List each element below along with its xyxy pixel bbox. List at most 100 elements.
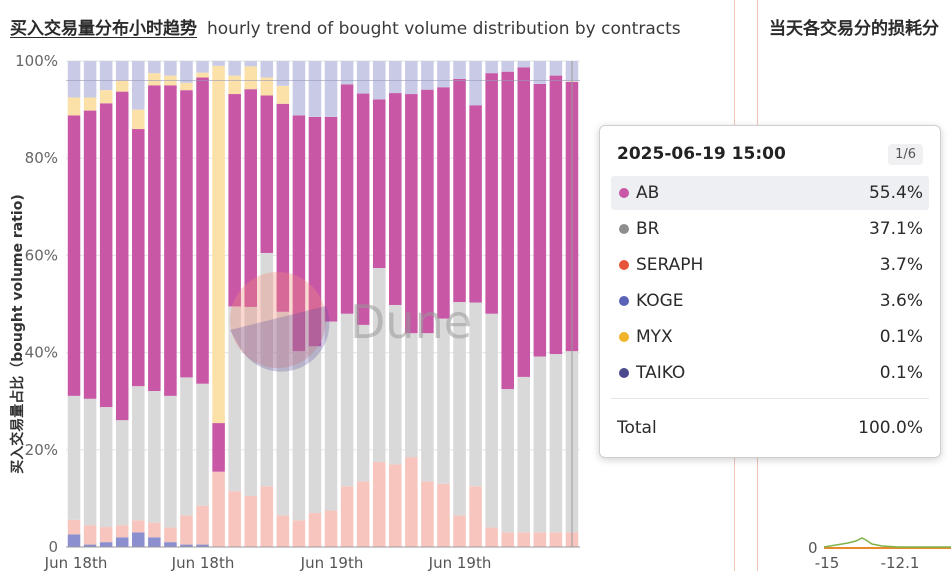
bar-segment-taiko xyxy=(356,61,370,94)
bar-segment-koge xyxy=(83,544,97,547)
bar-segment-br xyxy=(260,252,274,487)
bar-segment-taiko xyxy=(324,61,338,117)
bar-segment-taiko xyxy=(437,61,450,88)
watermark-text: Dune xyxy=(350,295,472,349)
bar-segment-taiko xyxy=(148,61,161,74)
legend-dot-icon xyxy=(619,224,629,234)
bar-segment-ab xyxy=(99,103,113,408)
bar-segment-taiko xyxy=(501,61,514,72)
y-tick-label: 40% xyxy=(25,344,58,362)
bar-segment-ab xyxy=(324,116,338,322)
tooltip-series-value: 3.7% xyxy=(879,255,923,275)
tooltip-divider xyxy=(611,398,929,399)
bar-segment-ab xyxy=(308,116,322,347)
bar-segment-ab xyxy=(67,115,81,396)
bar-segment-myx xyxy=(83,97,97,111)
bar-segment-ab xyxy=(549,75,563,355)
bar-segment-koge xyxy=(196,544,209,547)
bar-segment-br xyxy=(356,324,370,482)
tooltip-total-value: 100.0% xyxy=(858,418,923,438)
tooltip-series-value: 0.1% xyxy=(879,363,923,383)
bar-segment-pink xyxy=(276,515,290,547)
bar-segment-pink xyxy=(533,532,547,547)
bar-segment-pink xyxy=(405,457,418,547)
stacked-bar-chart[interactable]: 0 20% 40% 60% 80% 100% Jun 18th Jun 18th Jun 19t… xyxy=(0,0,734,571)
bar-segment-pink xyxy=(164,527,177,543)
bar-segment-pink xyxy=(212,471,225,547)
bar-segment-pink xyxy=(340,486,354,547)
bar-segment-pink xyxy=(324,510,338,547)
bar-segment-br xyxy=(517,376,531,533)
bar-segment-taiko xyxy=(244,61,257,67)
bar-segment-pink xyxy=(453,515,466,547)
bar-segment-ab xyxy=(164,85,177,396)
tooltip-series-name: AB xyxy=(636,183,660,203)
tooltip-series-name: BR xyxy=(636,219,660,239)
bar-segment-br xyxy=(115,420,129,526)
tooltip-total-row: Total 100.0% xyxy=(617,418,923,438)
bar-segment-koge xyxy=(164,542,177,547)
bar-segment-pink xyxy=(517,532,531,547)
right-chart-title[interactable]: 当天各交易分的损耗分 xyxy=(769,19,939,39)
right-line-chart: 0-15 -12.1 xyxy=(808,537,951,571)
bar-segment-ab xyxy=(501,71,514,390)
bar-segment-myx xyxy=(260,77,274,96)
bar-segment-taiko xyxy=(83,61,97,98)
bar-segment-pink xyxy=(292,520,306,547)
bar-segment-taiko xyxy=(405,61,418,95)
bar-segment-pink xyxy=(260,486,274,547)
bar-segment-myx xyxy=(180,82,193,91)
bar-segment-br xyxy=(132,386,145,521)
bar-segment-taiko xyxy=(228,61,241,76)
bar-segment-myx xyxy=(212,65,225,424)
tooltip-series-name: SERAPH xyxy=(636,255,704,275)
bar-segment-ab xyxy=(83,110,97,399)
bar-segment-koge xyxy=(132,532,145,547)
y-zero-label: 0 xyxy=(808,539,818,557)
x-tick-label: -15 xyxy=(815,554,840,571)
bar-segment-ab xyxy=(148,85,161,391)
bar-segment-taiko xyxy=(308,61,322,117)
tooltip-page-indicator[interactable]: 1/6 xyxy=(888,144,923,165)
bar-segment-ab xyxy=(469,105,482,303)
bar-segment-ab xyxy=(437,87,450,319)
y-axis-label: 买入交易量占比（bought volume ratio) xyxy=(9,194,26,474)
bar-segment-koge xyxy=(115,537,129,547)
bar-segment-br xyxy=(453,302,466,516)
legend-dot-icon xyxy=(619,296,629,306)
bar-segment-pink xyxy=(389,464,402,547)
bar-segment-pink xyxy=(501,532,514,547)
bar-segment-ab xyxy=(485,73,498,314)
tooltip-series-value: 0.1% xyxy=(879,327,923,347)
bar-segment-br xyxy=(421,333,434,482)
bar-segment-taiko xyxy=(67,61,81,98)
legend-dot-icon xyxy=(619,260,629,270)
bar-segment-br xyxy=(437,318,450,484)
bar-segment-pink xyxy=(421,481,434,547)
bar-segment-pink xyxy=(115,525,129,538)
chart-title[interactable]: 买入交易量分布小时趋势 xyxy=(10,19,197,39)
bar-segment-pink xyxy=(67,519,81,535)
bar-segment-pink xyxy=(308,512,322,547)
bar-segment-myx xyxy=(148,73,161,86)
bar-segment-myx xyxy=(244,66,257,90)
bar-segment-myx xyxy=(115,80,129,92)
bar-segment-taiko xyxy=(99,61,113,91)
bar-segment-myx xyxy=(132,109,145,130)
tooltip-series-name: TAIKO xyxy=(636,363,686,383)
tooltip-series-name: MYX xyxy=(636,327,673,347)
legend-dot-icon xyxy=(619,368,629,378)
bar-segment-taiko xyxy=(164,61,177,76)
bar-segment-br xyxy=(244,306,257,496)
bar-segment-br xyxy=(324,321,338,511)
bar-segment-ab xyxy=(132,129,145,387)
tooltip-total-label: Total xyxy=(617,418,657,438)
bar-segment-pink xyxy=(180,515,193,545)
bar-segment-pink xyxy=(356,481,370,547)
chart-subtitle: hourly trend of bought volume distributi… xyxy=(207,19,681,39)
bar-segment-br xyxy=(501,389,514,533)
tooltip-row-ab: AB 55.4% xyxy=(611,176,929,210)
bar-segment-taiko xyxy=(421,61,434,90)
tooltip-row-seraph: SERAPH 3.7% xyxy=(611,248,929,282)
y-tick-label: 60% xyxy=(25,246,58,264)
